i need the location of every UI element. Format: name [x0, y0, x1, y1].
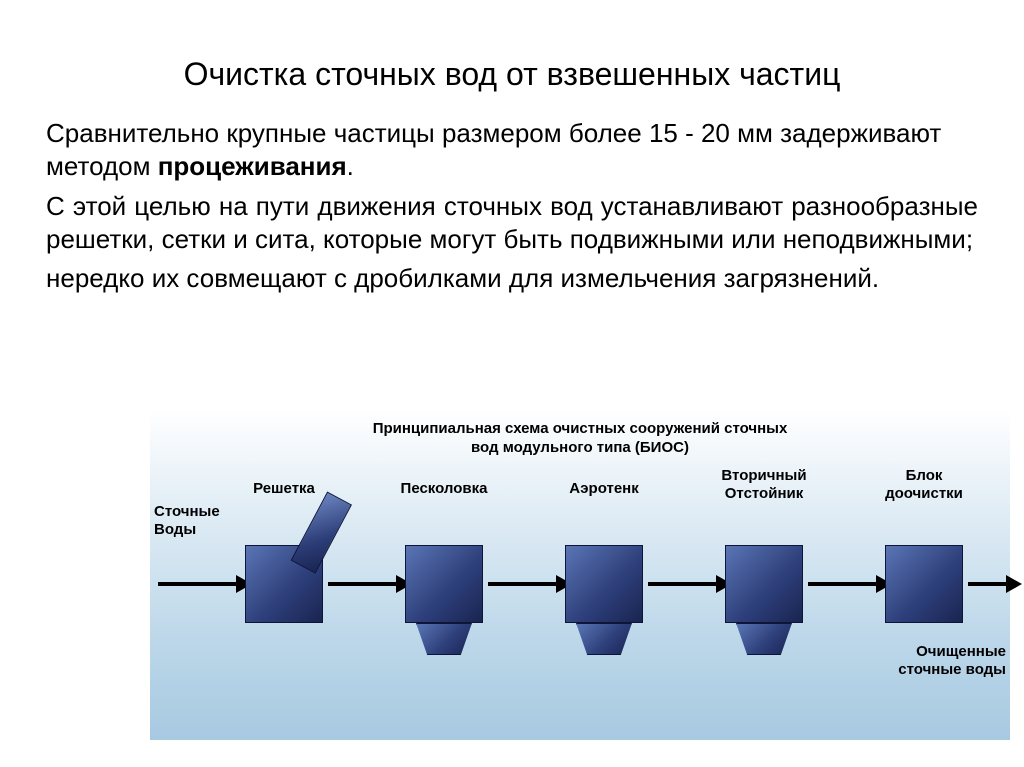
- output-label-l1: Очищенные: [916, 643, 1006, 660]
- flow-row: Сточные Воды Очищенные сточные воды Реше…: [150, 545, 1010, 665]
- paragraph-3: нередко их совмещают с дробилками для из…: [46, 262, 978, 295]
- flow-arrow: [158, 579, 252, 589]
- input-label-l1: Сточные: [154, 503, 220, 520]
- output-label: Очищенные сточные воды: [898, 643, 1006, 679]
- paragraph-1: Сравнительно крупные частицы размером бо…: [46, 117, 978, 184]
- flow-node-hopper: [576, 623, 632, 655]
- p1-bold: процеживания: [158, 151, 347, 181]
- page-title: Очистка сточных вод от взвешенных частиц: [46, 56, 978, 93]
- paragraph-2: С этой целью на пути движения сточных во…: [46, 190, 978, 257]
- output-label-l2: сточные воды: [898, 661, 1006, 678]
- flow-arrow: [808, 579, 892, 589]
- flow-node-box: [405, 545, 483, 623]
- flow-node-label: Аэротенк: [534, 480, 674, 498]
- diagram-title-line1: Принципиальная схема очистных сооружений…: [373, 420, 788, 437]
- flow-node-hopper: [736, 623, 792, 655]
- flow-node-label: Блокдоочистки: [854, 467, 994, 503]
- flow-node-box: [725, 545, 803, 623]
- flow-node-label: ВторичныйОтстойник: [694, 467, 834, 503]
- flow-arrow: [328, 579, 412, 589]
- diagram: Принципиальная схема очистных сооружений…: [150, 410, 1010, 740]
- input-label-l2: Воды: [154, 521, 196, 538]
- flow-node-rake: [291, 492, 352, 574]
- p1-part-c: .: [347, 151, 354, 181]
- flow-arrow: [648, 579, 732, 589]
- flow-arrow: [488, 579, 572, 589]
- flow-node-label: Песколовка: [374, 480, 514, 498]
- flow-node-hopper: [416, 623, 472, 655]
- diagram-title: Принципиальная схема очистных сооружений…: [150, 420, 1010, 458]
- body-text: Сравнительно крупные частицы размером бо…: [46, 117, 978, 295]
- flow-node-box: [885, 545, 963, 623]
- diagram-title-line2: вод модульного типа (БИОС): [471, 439, 689, 456]
- flow-arrow: [968, 579, 1022, 589]
- input-label: Сточные Воды: [154, 503, 220, 539]
- flow-node-box: [565, 545, 643, 623]
